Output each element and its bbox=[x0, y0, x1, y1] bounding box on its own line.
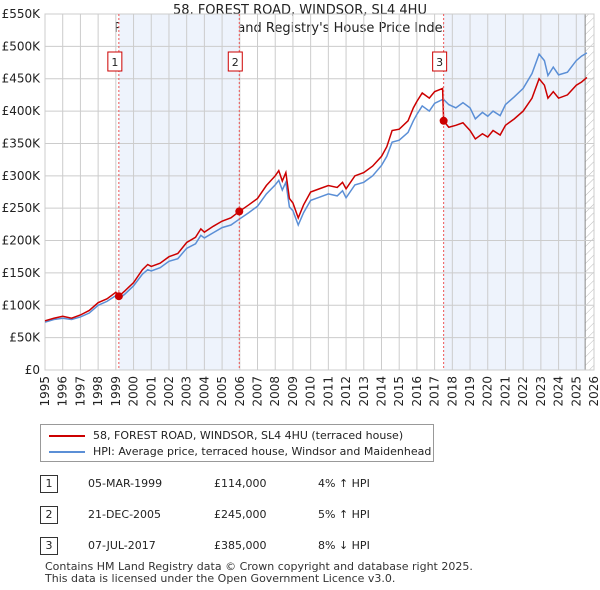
x-tick-label: 2022 bbox=[516, 376, 530, 407]
plot-frame bbox=[44, 13, 595, 371]
legend-property-label: 58, FOREST ROAD, WINDSOR, SL4 4HU (terra… bbox=[93, 429, 404, 442]
transaction-date: 05-MAR-1999 bbox=[88, 477, 163, 490]
sale-point bbox=[439, 116, 448, 125]
x-tick-label: 2001 bbox=[144, 376, 158, 407]
x-tick-label: 2017 bbox=[428, 376, 442, 407]
footer-copyright: Contains HM Land Registry data © Crown c… bbox=[45, 560, 473, 573]
x-tick-label: 1997 bbox=[73, 376, 87, 407]
x-tick-label: 2009 bbox=[286, 376, 300, 407]
y-tick-label: £200K bbox=[2, 234, 42, 248]
legend-property-swatch bbox=[49, 434, 85, 437]
transaction-number: 1 bbox=[40, 475, 58, 493]
x-tick-label: 2006 bbox=[233, 376, 247, 407]
x-tick-label: 2007 bbox=[251, 376, 265, 407]
sale-marker-label: 3 bbox=[436, 56, 443, 69]
y-tick-label: £300K bbox=[2, 169, 42, 183]
property-line bbox=[44, 76, 588, 322]
y-tick-label: £500K bbox=[2, 39, 42, 53]
x-tick-label: 1996 bbox=[56, 376, 70, 407]
x-tick-label: 2020 bbox=[481, 376, 495, 407]
transaction-date: 21-DEC-2005 bbox=[88, 508, 162, 521]
hpi-line bbox=[44, 52, 588, 323]
y-tick-label: £400K bbox=[2, 104, 42, 118]
legend-hpi-label: HPI: Average price, terraced house, Wind… bbox=[93, 445, 432, 458]
x-tick-label: 2008 bbox=[268, 376, 282, 407]
x-tick-label: 2014 bbox=[374, 376, 388, 407]
x-tick-label: 2026 bbox=[587, 376, 600, 407]
x-tick-label: 2012 bbox=[339, 376, 353, 407]
price-chart: 1995 1996 1997 1998 1999 2000 2001 2002 2003 2004… bbox=[2, 7, 600, 407]
legend: 58, FOREST ROAD, WINDSOR, SL4 4HU (terra… bbox=[40, 424, 434, 462]
x-tick-label: 1995 bbox=[38, 376, 52, 407]
legend-hpi-swatch bbox=[49, 450, 85, 453]
x-tick-label: 2005 bbox=[215, 376, 229, 407]
transaction-delta: 5% ↑ HPI bbox=[318, 508, 370, 521]
footer-licence: This data is licensed under the Open Gov… bbox=[45, 572, 396, 585]
x-tick-label: 2024 bbox=[552, 376, 566, 407]
x-tick-label: 2002 bbox=[162, 376, 176, 407]
x-tick-label: 2003 bbox=[180, 376, 194, 407]
y-tick-label: £50K bbox=[9, 331, 41, 345]
sale-marker-box bbox=[107, 51, 123, 72]
x-tick-label: 1999 bbox=[109, 376, 123, 407]
x-tick-label: 2013 bbox=[357, 376, 371, 407]
x-tick-label: 2010 bbox=[304, 376, 318, 407]
transaction-row: 1 05-MAR-1999 £114,000 4% ↑ HPI bbox=[40, 475, 440, 495]
y-tick-label: £550K bbox=[2, 7, 42, 21]
y-tick-label: £100K bbox=[2, 298, 42, 312]
sale-point bbox=[235, 207, 244, 216]
transaction-price: £245,000 bbox=[214, 508, 267, 521]
transaction-row: 2 21-DEC-2005 £245,000 5% ↑ HPI bbox=[40, 506, 440, 526]
x-tick-label: 2018 bbox=[445, 376, 459, 407]
shaded-band bbox=[118, 14, 240, 370]
forecast-hatch bbox=[585, 14, 594, 370]
x-tick-label: 2000 bbox=[127, 376, 141, 407]
x-tick-label: 2004 bbox=[197, 376, 211, 407]
y-tick-label: £350K bbox=[2, 136, 42, 150]
transaction-delta: 4% ↑ HPI bbox=[318, 477, 370, 490]
transaction-number: 2 bbox=[40, 506, 58, 524]
y-tick-label: £150K bbox=[2, 266, 42, 280]
sale-marker-label: 1 bbox=[111, 56, 118, 69]
x-tick-label: 2021 bbox=[498, 376, 512, 407]
y-tick-label: £250K bbox=[2, 201, 42, 215]
transaction-price: £114,000 bbox=[214, 477, 267, 490]
sale-marker-label: 2 bbox=[232, 56, 239, 69]
y-tick-label: £450K bbox=[2, 72, 42, 86]
transaction-price: £385,000 bbox=[214, 539, 267, 552]
x-tick-label: 2011 bbox=[321, 376, 335, 407]
sale-point bbox=[114, 292, 123, 301]
transaction-row: 3 07-JUL-2017 £385,000 8% ↓ HPI bbox=[40, 537, 440, 557]
y-tick-label: £0 bbox=[25, 363, 40, 377]
x-tick-label: 2023 bbox=[534, 376, 548, 407]
x-tick-label: 2025 bbox=[569, 376, 583, 407]
x-tick-label: 2015 bbox=[392, 376, 406, 407]
transaction-number: 3 bbox=[40, 537, 58, 555]
transaction-delta: 8% ↓ HPI bbox=[318, 539, 370, 552]
sale-marker-box bbox=[432, 51, 448, 72]
x-tick-label: 2016 bbox=[410, 376, 424, 407]
shaded-band bbox=[443, 14, 586, 370]
x-tick-label: 1998 bbox=[91, 376, 105, 407]
transaction-date: 07-JUL-2017 bbox=[88, 539, 156, 552]
sale-marker-box bbox=[227, 51, 243, 72]
x-tick-label: 2019 bbox=[463, 376, 477, 407]
